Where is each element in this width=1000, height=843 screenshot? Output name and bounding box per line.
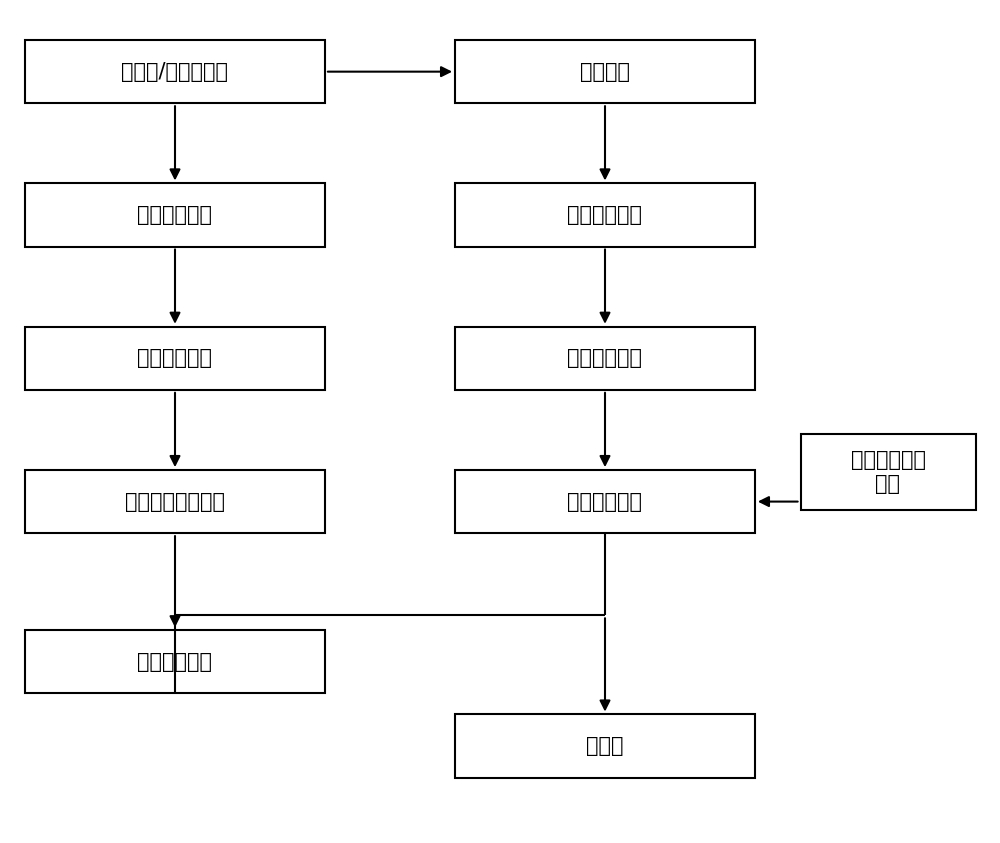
Text: 基准光谱差值处理: 基准光谱差值处理	[125, 491, 225, 512]
Bar	[25, 470, 325, 533]
Bar	[25, 327, 325, 389]
Text: 端元光谱: 端元光谱	[580, 62, 630, 82]
Bar	[25, 183, 325, 246]
Bar	[455, 327, 755, 389]
Text: 端元平均参考
光谱: 端元平均参考 光谱	[850, 450, 926, 494]
Bar	[25, 630, 325, 693]
Bar	[455, 183, 755, 246]
Bar	[455, 470, 755, 533]
Text: 基准光谱收集: 基准光谱收集	[138, 205, 212, 225]
Bar	[455, 714, 755, 777]
Bar	[25, 40, 325, 103]
Text: 基准波谱匹配: 基准波谱匹配	[138, 652, 212, 672]
Bar	[455, 40, 755, 103]
Text: 多光谱/高光谱数据: 多光谱/高光谱数据	[122, 62, 228, 82]
Text: 端元平均光谱: 端元平均光谱	[568, 348, 642, 368]
Text: 反射率偏移量: 反射率偏移量	[138, 348, 212, 368]
Text: 反射率增益值: 反射率增益值	[568, 491, 642, 512]
Text: 端元光谱匹配: 端元光谱匹配	[568, 205, 642, 225]
Text: 反射率: 反射率	[586, 736, 624, 756]
Bar	[800, 434, 976, 510]
